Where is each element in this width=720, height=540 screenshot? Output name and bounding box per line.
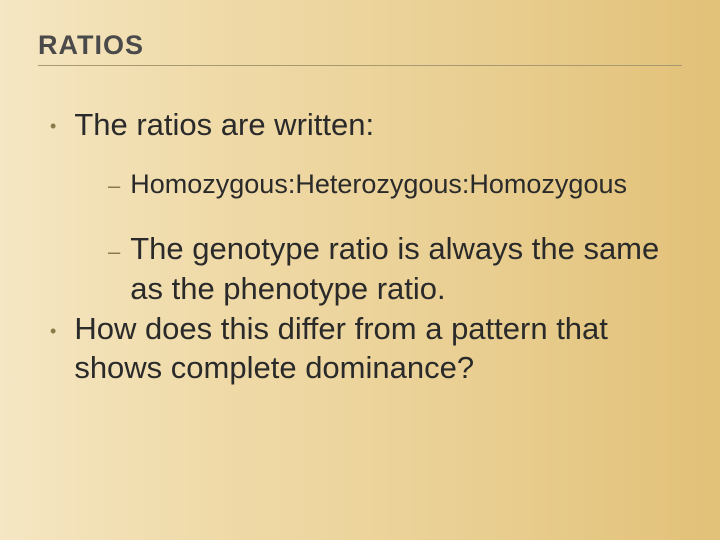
bullet-2-text: How does this differ from a pattern that…	[74, 309, 674, 388]
dash-icon: –	[108, 173, 120, 199]
sub-bullet-1: – Homozygous:Heterozygous:Homozygous	[108, 167, 682, 202]
bullet-item-1: • The ratios are written:	[50, 106, 682, 145]
sub-2-text: The genotype ratio is always the same as…	[130, 229, 682, 308]
slide-container: RATIOS • The ratios are written: – Homoz…	[0, 0, 720, 540]
slide-title: RATIOS	[38, 30, 682, 66]
bullet-1-text: The ratios are written:	[74, 106, 374, 145]
dash-icon: –	[108, 239, 120, 265]
bullet-icon: •	[50, 321, 56, 342]
sub-1-text: Homozygous:Heterozygous:Homozygous	[130, 167, 627, 202]
sub-bullet-2: – The genotype ratio is always the same …	[108, 229, 682, 308]
bullet-icon: •	[50, 116, 56, 137]
bullet-item-2: • How does this differ from a pattern th…	[50, 309, 682, 388]
content-area: • The ratios are written: – Homozygous:H…	[38, 106, 682, 309]
